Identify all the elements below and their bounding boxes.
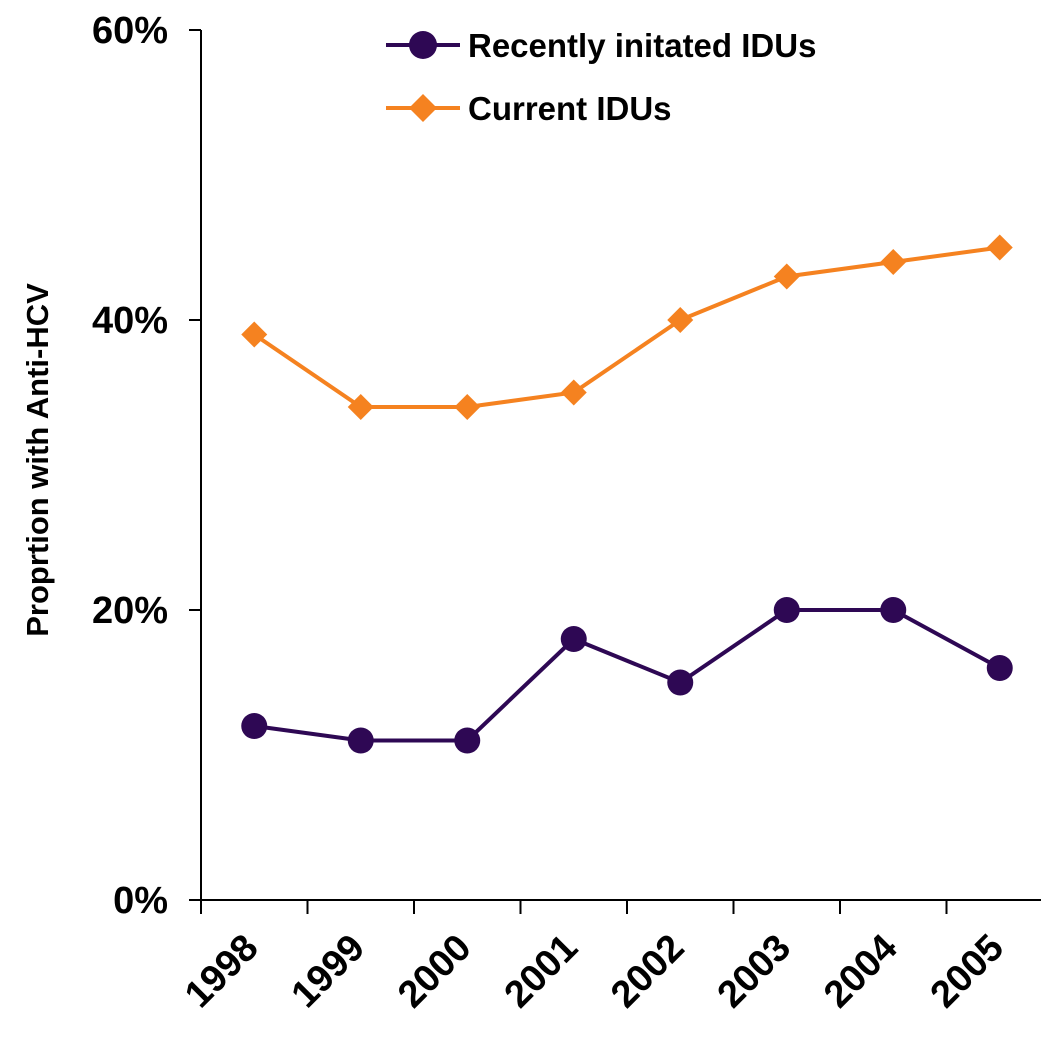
legend: Recently initated IDUs Current IDUs [386, 27, 816, 127]
data-point [347, 727, 374, 754]
data-point [560, 626, 587, 652]
data-point [347, 394, 374, 420]
y-tick-label: 0% [113, 880, 168, 922]
series-line [253, 245, 1001, 409]
x-axis: 1998 1999 2000 2001 2002 2003 2004 2005 [177, 899, 1041, 1016]
series-line [253, 608, 1001, 743]
y-axis: 0% 20% 40% 60% [92, 10, 202, 922]
x-tick-label: 2001 [497, 927, 586, 1016]
data-point [560, 379, 587, 406]
data-point [241, 713, 268, 739]
data-point [986, 234, 1013, 261]
x-tick-label: 2000 [390, 927, 479, 1016]
data-point [880, 597, 907, 623]
y-tick-label: 40% [92, 300, 168, 342]
data-point [454, 727, 481, 754]
series-layer [241, 234, 1013, 754]
data-point [667, 307, 694, 333]
legend-marker [409, 94, 437, 122]
x-tick-label: 2003 [710, 927, 799, 1016]
legend-item: Recently initated IDUs [386, 27, 816, 64]
series-0 [241, 597, 1013, 754]
legend-label: Current IDUs [468, 90, 672, 127]
x-tick-label: 2005 [923, 927, 1012, 1016]
x-tick-label: 2004 [816, 927, 905, 1016]
y-axis-title: Proprtion with Anti-HCV [20, 283, 55, 637]
data-point [454, 394, 481, 420]
series-1 [241, 234, 1013, 420]
y-tick-label: 60% [92, 10, 168, 52]
data-point [880, 249, 907, 275]
y-tick-label: 20% [92, 590, 168, 632]
data-point [773, 263, 800, 290]
data-point [241, 321, 268, 348]
x-tick-label: 1998 [177, 927, 266, 1016]
legend-marker [409, 31, 437, 59]
x-tick-label: 1999 [284, 927, 373, 1016]
legend-item: Current IDUs [386, 90, 672, 127]
legend-label: Recently initated IDUs [468, 27, 816, 64]
data-point [773, 597, 800, 623]
data-point [986, 655, 1013, 681]
x-tick-label: 2002 [603, 927, 692, 1016]
data-point [667, 669, 694, 696]
